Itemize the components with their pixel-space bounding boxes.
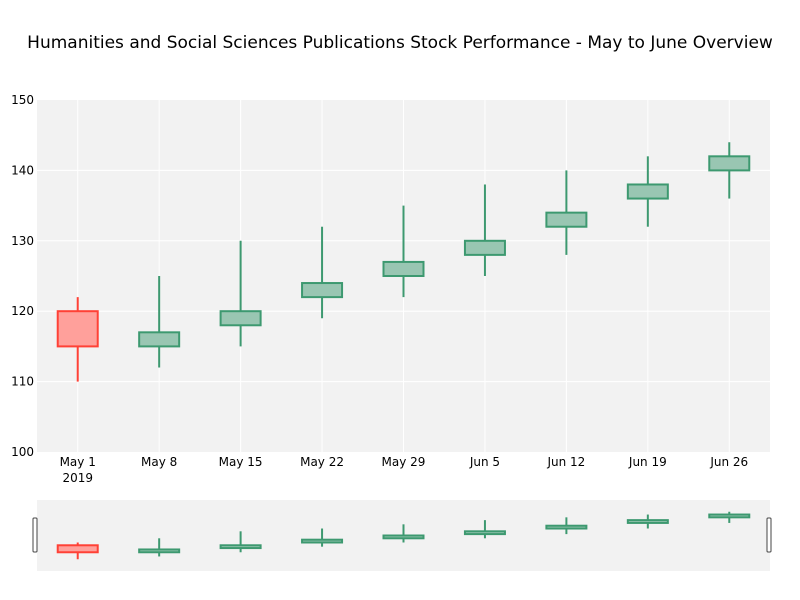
slider-candle[interactable]: [138, 538, 181, 557]
y-tick-label: 120: [11, 304, 34, 318]
candle[interactable]: [626, 156, 669, 227]
slider-candle[interactable]: [708, 511, 751, 523]
x-tick-label: May 1: [60, 455, 96, 469]
slider-candle-body: [138, 548, 181, 554]
candle[interactable]: [708, 142, 751, 199]
slider-candle[interactable]: [463, 520, 506, 539]
candle-body: [301, 282, 344, 299]
candle-body: [56, 310, 99, 348]
slider-candle[interactable]: [219, 531, 262, 553]
range-slider-left-handle[interactable]: [32, 517, 38, 553]
candle[interactable]: [545, 170, 588, 255]
candle[interactable]: [382, 205, 425, 298]
candle-body: [708, 155, 751, 172]
candle-body: [626, 183, 669, 200]
candle[interactable]: [138, 276, 181, 368]
y-tick-label: 100: [11, 445, 34, 459]
slider-candle-body: [626, 519, 669, 524]
slider-candle[interactable]: [382, 524, 425, 543]
x-tick-label: May 8: [141, 455, 177, 469]
slider-candle-body: [708, 513, 751, 519]
candle[interactable]: [301, 226, 344, 319]
slider-candle-body: [301, 538, 344, 544]
x-axis: May 1 2019 May 8 May 15 May 22 May 29 Jun 5 Jun…: [60, 455, 749, 485]
y-tick-label: 110: [11, 375, 34, 389]
x-tick-label: May 29: [382, 455, 426, 469]
candles[interactable]: [56, 142, 751, 382]
candle[interactable]: [463, 184, 506, 276]
candle-body: [219, 310, 262, 327]
chart-title: Humanities and Social Sciences Publicati…: [27, 33, 773, 53]
candle-body: [545, 211, 588, 228]
slider-candle-body: [382, 534, 425, 540]
candle[interactable]: [56, 297, 99, 382]
x-tick-label: Jun 5: [469, 455, 500, 469]
x-tick-label: Jun 12: [546, 455, 585, 469]
x-tick-label: Jun 19: [628, 455, 667, 469]
range-slider-right-handle[interactable]: [766, 517, 772, 553]
slider-candle[interactable]: [301, 528, 344, 547]
y-tick-label: 130: [11, 234, 34, 248]
x-tick-label: May 22: [300, 455, 344, 469]
y-tick-label: 140: [11, 163, 34, 177]
x-tick-label: Jun 26: [709, 455, 748, 469]
range-slider-candles: [56, 511, 751, 560]
slider-candle-body: [463, 530, 506, 536]
candle-body: [382, 260, 425, 278]
slider-candle-body: [56, 544, 99, 554]
slider-candle[interactable]: [626, 514, 669, 529]
slider-candle[interactable]: [545, 517, 588, 535]
candle-body: [138, 331, 181, 348]
slider-candle[interactable]: [56, 542, 99, 560]
y-tick-label: 150: [11, 93, 34, 107]
slider-candle-body: [545, 524, 588, 530]
x-tick-year-label: 2019: [62, 471, 93, 485]
candle-body: [463, 239, 506, 256]
x-tick-label: May 15: [219, 455, 263, 469]
y-axis: 100 110 120 130 140 150: [11, 93, 34, 459]
slider-candle-body: [219, 544, 262, 550]
candle[interactable]: [219, 240, 262, 347]
